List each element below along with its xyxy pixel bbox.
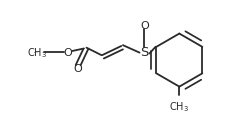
Text: O: O [140, 21, 149, 31]
Text: methyl: methyl [20, 47, 54, 57]
Text: O: O [74, 64, 83, 74]
Text: methyl: methyl [34, 52, 39, 53]
Text: S: S [140, 46, 149, 59]
Text: O: O [64, 47, 73, 57]
Text: CH$_3$: CH$_3$ [27, 45, 47, 59]
Text: CH$_3$: CH$_3$ [169, 99, 189, 113]
